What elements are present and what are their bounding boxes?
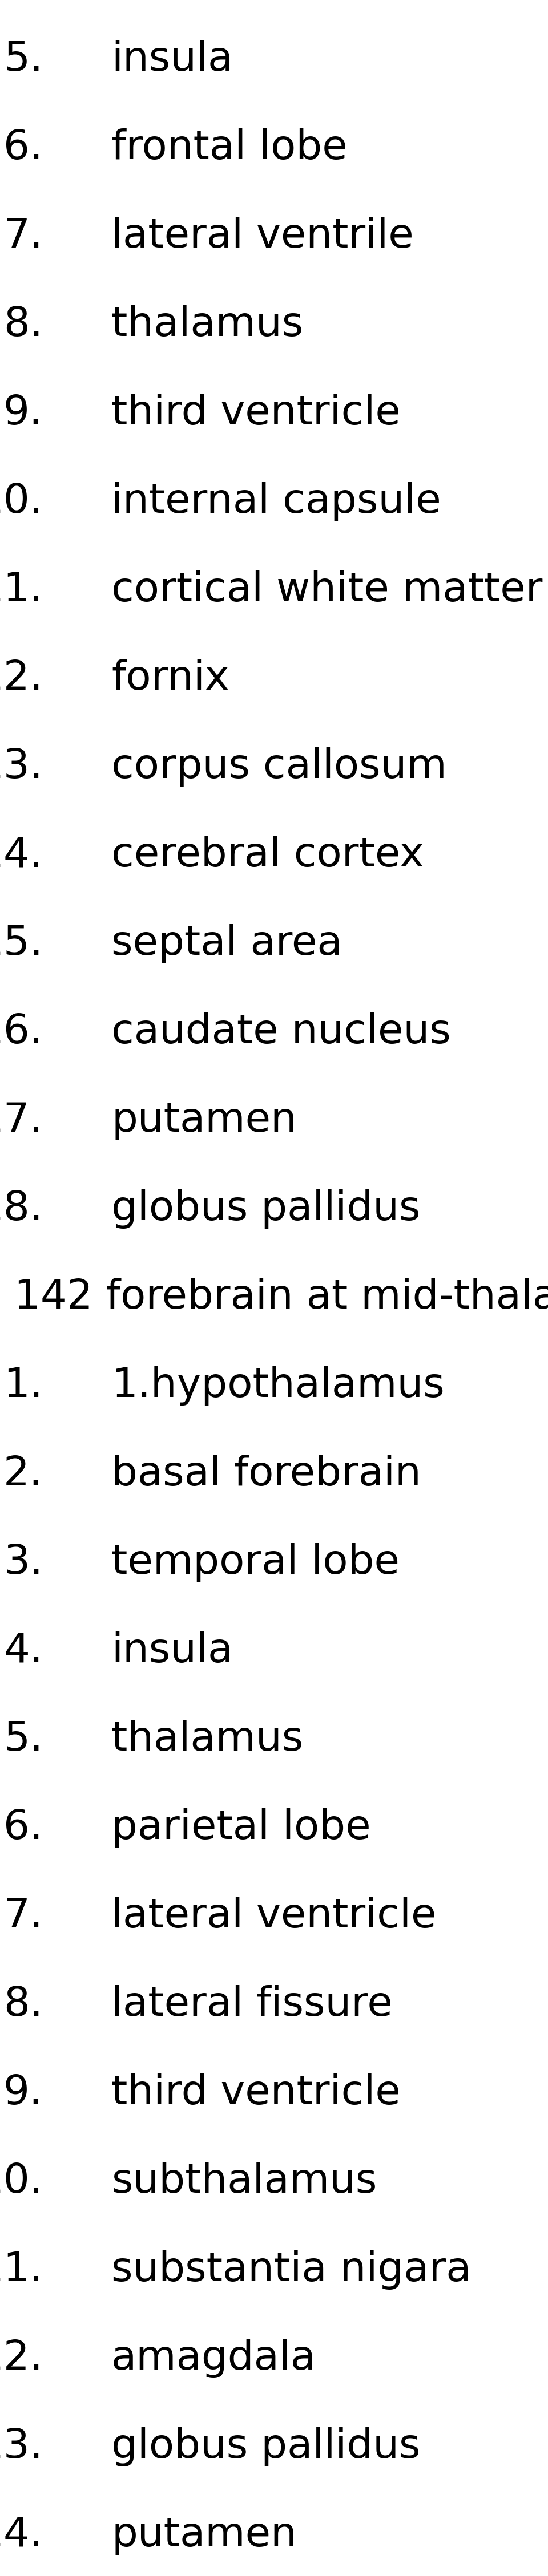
- Text: substantia nigara: substantia nigara: [111, 2251, 471, 2290]
- Text: globus pallidus: globus pallidus: [111, 1190, 420, 1229]
- Text: 10.: 10.: [0, 2161, 43, 2202]
- Text: 5.: 5.: [3, 1721, 43, 1759]
- Text: fornix: fornix: [111, 659, 229, 698]
- Text: temporal lobe: temporal lobe: [111, 1543, 399, 1582]
- Text: 6.: 6.: [3, 129, 43, 167]
- Text: caudate nucleus: caudate nucleus: [111, 1012, 451, 1051]
- Text: corpus callosum: corpus callosum: [111, 747, 447, 786]
- Text: cerebral cortex: cerebral cortex: [111, 835, 424, 876]
- Text: 7.: 7.: [3, 216, 43, 255]
- Text: amagdala: amagdala: [111, 2339, 316, 2378]
- Text: thalamus: thalamus: [111, 1721, 303, 1759]
- Text: 3.: 3.: [3, 1543, 43, 1582]
- Text: 5.: 5.: [3, 41, 43, 80]
- Text: 1.hypothalamus: 1.hypothalamus: [111, 1365, 444, 1406]
- Text: 10.: 10.: [0, 482, 43, 520]
- Text: 16.: 16.: [0, 1012, 43, 1051]
- Text: insula: insula: [111, 41, 233, 80]
- Text: 9.: 9.: [3, 2074, 43, 2112]
- Text: 8.: 8.: [3, 1986, 43, 2025]
- Text: 1.: 1.: [3, 1365, 43, 1406]
- Text: 14.: 14.: [0, 2517, 43, 2555]
- Text: 18.: 18.: [0, 1190, 43, 1229]
- Text: 13.: 13.: [0, 747, 43, 786]
- Text: lateral fissure: lateral fissure: [111, 1986, 393, 2025]
- Text: 6.: 6.: [3, 1808, 43, 1847]
- Text: 11.: 11.: [0, 569, 43, 611]
- Text: 14.: 14.: [0, 835, 43, 876]
- Text: 13.: 13.: [0, 2427, 43, 2465]
- Text: 17.: 17.: [0, 1100, 43, 1141]
- Text: septal area: septal area: [111, 925, 342, 963]
- Text: 12.: 12.: [0, 659, 43, 698]
- Text: 142 forebrain at mid-thalamus: 142 forebrain at mid-thalamus: [14, 1278, 548, 1316]
- Text: frontal lobe: frontal lobe: [111, 129, 347, 167]
- Text: 2.: 2.: [3, 1455, 43, 1494]
- Text: subthalamus: subthalamus: [111, 2161, 377, 2202]
- Text: cortical white matter: cortical white matter: [111, 569, 543, 611]
- Text: basal forebrain: basal forebrain: [111, 1455, 421, 1494]
- Text: third ventricle: third ventricle: [111, 2074, 401, 2112]
- Text: globus pallidus: globus pallidus: [111, 2427, 420, 2465]
- Text: 11.: 11.: [0, 2251, 43, 2290]
- Text: 8.: 8.: [3, 304, 43, 345]
- Text: parietal lobe: parietal lobe: [111, 1808, 371, 1847]
- Text: 12.: 12.: [0, 2339, 43, 2378]
- Text: lateral ventrile: lateral ventrile: [111, 216, 414, 255]
- Text: 15.: 15.: [0, 925, 43, 963]
- Text: 7.: 7.: [3, 1896, 43, 1937]
- Text: thalamus: thalamus: [111, 304, 303, 345]
- Text: 9.: 9.: [3, 394, 43, 433]
- Text: third ventricle: third ventricle: [111, 394, 401, 433]
- Text: internal capsule: internal capsule: [111, 482, 441, 520]
- Text: putamen: putamen: [111, 1100, 297, 1141]
- Text: 4.: 4.: [3, 1631, 43, 1672]
- Text: lateral ventricle: lateral ventricle: [111, 1896, 436, 1937]
- Text: insula: insula: [111, 1631, 233, 1672]
- Text: putamen: putamen: [111, 2517, 297, 2555]
